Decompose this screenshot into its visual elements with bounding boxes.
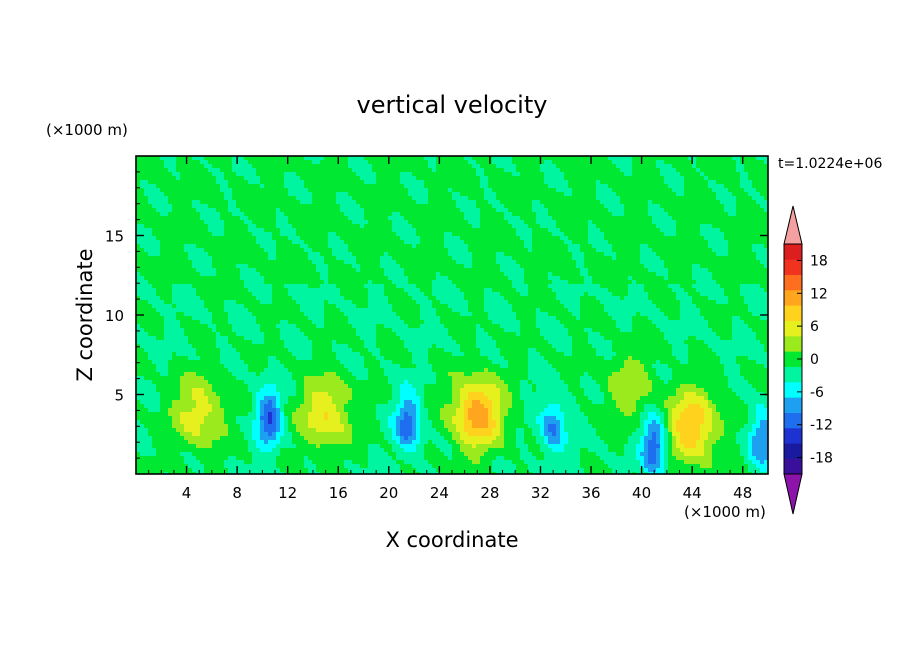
chart-title: vertical velocity (357, 91, 548, 119)
x-tick-label: 24 (430, 484, 449, 502)
colorbar-band (784, 305, 802, 321)
x-tick-label: 48 (733, 484, 752, 502)
colorbar-band (784, 351, 802, 367)
x-tick-label: 16 (329, 484, 348, 502)
colorbar-tick-label: 18 (810, 253, 828, 269)
x-axis-ticks: 4 8 12 16 20 24 28 32 36 40 44 48 (148, 156, 756, 502)
colorbar-under-triangle (783, 473, 803, 515)
colorbar-band (784, 244, 802, 260)
colorbar-over-triangle (783, 205, 803, 245)
x-axis-label: X coordinate (385, 528, 518, 552)
colorbar-band (784, 397, 802, 413)
colorbar-band (784, 366, 802, 383)
colorbar-band (784, 458, 802, 475)
colorbar-band (784, 320, 802, 337)
x-tick-label: 8 (232, 484, 242, 502)
y-unit-label: (×1000 m) (46, 121, 128, 139)
colorbar-tick-label: 6 (810, 319, 819, 335)
colorbar-tick-label: -12 (810, 418, 833, 434)
colorbar-band (784, 382, 802, 398)
x-tick-label: 20 (379, 484, 398, 502)
y-tick-label: 10 (105, 307, 124, 325)
y-tick-label: 5 (114, 387, 124, 405)
x-tick-label: 40 (632, 484, 651, 502)
colorbar-band (784, 412, 802, 429)
colorbar: 18 12 6 0 -6 -12 -18 (783, 205, 833, 515)
x-tick-label: 12 (278, 484, 297, 502)
colorbar-band (784, 428, 802, 444)
x-unit-label: (×1000 m) (684, 503, 766, 521)
x-tick-label: 36 (581, 484, 600, 502)
y-tick-label: 15 (105, 228, 124, 246)
x-tick-label: 28 (480, 484, 499, 502)
time-label: t=1.0224e+06 (778, 156, 882, 172)
colorbar-band (784, 274, 802, 291)
x-tick-label: 4 (182, 484, 192, 502)
colorbar-tick-label: -18 (810, 451, 833, 467)
colorbar-band (784, 336, 802, 352)
velocity-field (136, 156, 768, 474)
colorbar-band (784, 443, 802, 459)
y-axis-label: Z coordinate (73, 248, 97, 381)
plot-area (135, 155, 769, 475)
x-tick-label: 44 (683, 484, 702, 502)
colorbar-band (784, 259, 802, 275)
y-axis-ticks: 5 10 15 (105, 171, 768, 459)
colorbar-tick-label: 0 (810, 352, 819, 368)
x-tick-label: 32 (531, 484, 550, 502)
colorbar-band (784, 290, 802, 306)
colorbar-tick-label: 12 (810, 286, 828, 302)
colorbar-tick-label: -6 (810, 385, 824, 401)
